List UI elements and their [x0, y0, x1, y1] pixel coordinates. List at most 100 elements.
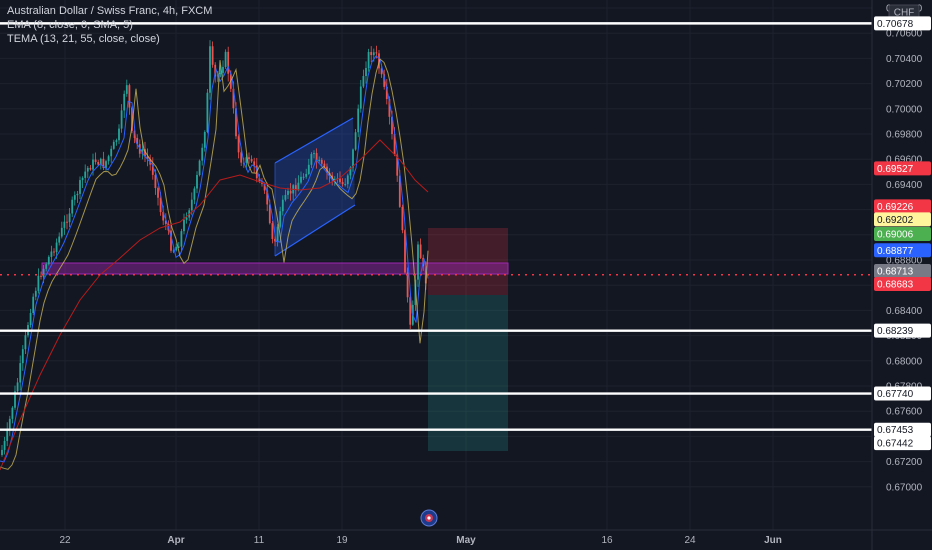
candle — [175, 243, 178, 252]
candle — [253, 157, 256, 173]
price-tag[interactable]: 0.68877 — [874, 243, 931, 258]
candle — [16, 378, 19, 394]
price-tick-label: 0.67000 — [886, 482, 923, 493]
candle — [112, 139, 115, 150]
candle — [120, 104, 123, 133]
candle — [50, 245, 53, 263]
price-tag-label: 0.69527 — [877, 164, 914, 175]
candle — [237, 134, 240, 159]
candle — [107, 154, 110, 165]
tema-indicator-label[interactable]: TEMA (13, 21, 55, close, close) — [7, 33, 160, 45]
candle — [198, 159, 201, 177]
candle — [94, 152, 97, 165]
price-tag[interactable]: 0.70678 — [874, 16, 931, 31]
candle — [8, 415, 11, 436]
price-tag-label: 0.69202 — [877, 215, 914, 226]
price-tick-label: 0.67200 — [886, 457, 923, 468]
price-tag[interactable]: 0.68683 — [874, 276, 931, 291]
candle — [315, 148, 318, 169]
candle — [196, 171, 198, 194]
price-tag-label: 0.69006 — [877, 230, 914, 241]
price-tick-label: 0.69800 — [886, 130, 923, 141]
currency-badge-label: CHF — [894, 8, 915, 19]
price-tag[interactable]: 0.68239 — [874, 323, 931, 338]
candle — [141, 141, 144, 160]
symbol-title[interactable]: Australian Dollar / Swiss Franc, 4h, FXC… — [7, 5, 213, 17]
candle — [177, 241, 180, 249]
time-tick-label: 16 — [601, 535, 613, 546]
candle — [305, 168, 308, 179]
price-tag[interactable]: 0.69226 — [874, 199, 931, 214]
candle — [404, 229, 406, 274]
candle — [222, 60, 224, 77]
price-tick-label: 0.69400 — [886, 180, 923, 191]
ema-indicator-label[interactable]: EMA (8, close, 0, SMA, 5) — [7, 19, 133, 31]
candle — [367, 48, 370, 72]
candle — [58, 232, 61, 246]
price-tag[interactable]: 0.67442 — [874, 436, 931, 451]
candle — [300, 171, 302, 185]
candle — [206, 89, 209, 134]
candle — [211, 41, 214, 68]
candle — [19, 355, 22, 391]
candle — [76, 191, 79, 203]
candle — [203, 130, 206, 152]
candle — [352, 148, 354, 172]
candle — [63, 215, 66, 235]
candle — [297, 175, 300, 192]
price-tick-label: 0.68000 — [886, 356, 923, 367]
time-axis[interactable]: 22 Apr 11 19 May 16 24 Jun — [0, 529, 932, 546]
price-tag[interactable]: 0.67740 — [874, 386, 931, 401]
indicators — [0, 55, 429, 471]
price-tag[interactable]: 0.69006 — [874, 227, 931, 242]
candle — [320, 157, 323, 167]
candle — [289, 183, 292, 201]
drawings-front — [0, 22, 872, 527]
candle — [24, 331, 27, 355]
price-tag-label: 0.68713 — [877, 266, 914, 277]
candle — [185, 212, 188, 224]
price-tag[interactable]: 0.68713 — [874, 263, 931, 278]
candle — [115, 138, 118, 146]
candle — [110, 145, 113, 163]
price-tick-label: 0.67600 — [886, 407, 923, 418]
candle — [151, 157, 154, 180]
flag-icon[interactable] — [420, 509, 438, 527]
price-tick-label: 0.68800 — [886, 256, 923, 267]
candle — [266, 182, 269, 212]
price-tag-label: 0.68239 — [877, 326, 914, 337]
candle — [302, 173, 305, 180]
candle — [271, 221, 274, 244]
candle — [97, 159, 100, 166]
candle — [99, 157, 102, 170]
currency-badge[interactable]: CHF — [888, 4, 920, 20]
price-tick-label: 0.70200 — [886, 79, 923, 90]
candle — [354, 129, 357, 151]
price-tick-label: 0.70000 — [886, 104, 923, 115]
time-tick-label: 24 — [684, 535, 696, 546]
candle — [310, 152, 313, 169]
price-tick-label: 0.70600 — [886, 29, 923, 40]
price-tag-label: 0.69226 — [877, 202, 914, 213]
legend: Australian Dollar / Swiss Franc, 4h, FXC… — [7, 4, 212, 46]
candle — [419, 238, 422, 260]
candle — [79, 176, 81, 199]
take-profit-zone[interactable] — [428, 295, 508, 451]
candle — [313, 150, 315, 159]
price-tag-label: 0.67442 — [877, 439, 914, 450]
candle — [417, 241, 419, 287]
candle — [123, 90, 126, 118]
candle — [105, 159, 107, 171]
stop-loss-zone[interactable] — [428, 228, 508, 295]
candle — [164, 213, 167, 230]
candle — [170, 224, 172, 253]
candle — [40, 271, 42, 280]
price-tag[interactable]: 0.69202 — [874, 212, 931, 227]
support-zone[interactable] — [41, 262, 509, 275]
time-tick-label: 19 — [336, 535, 348, 546]
price-tag[interactable]: 0.67453 — [874, 422, 931, 437]
candle — [180, 228, 183, 253]
price-tag[interactable]: 0.69527 — [874, 161, 931, 176]
candle — [183, 213, 185, 235]
